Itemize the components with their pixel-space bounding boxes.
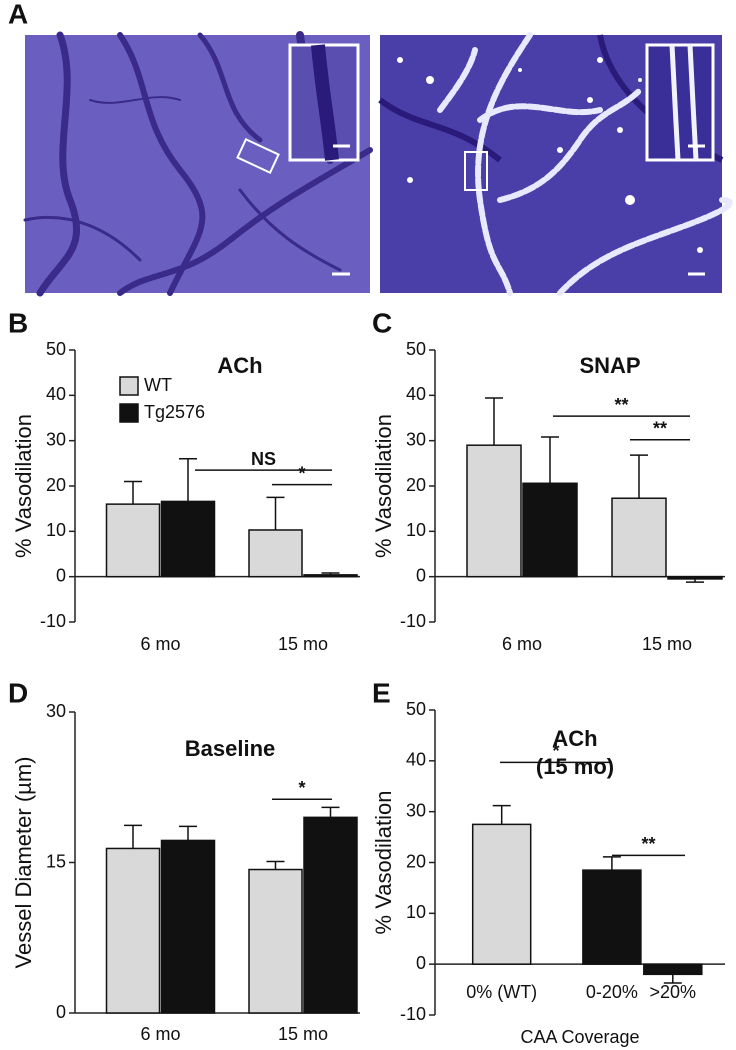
y-tick-label: 0	[56, 1002, 66, 1022]
legend-label: Tg2576	[144, 402, 205, 422]
y-tick-label: 0	[416, 953, 426, 973]
y-tick-label: 50	[406, 699, 426, 719]
significance-label: *	[298, 463, 305, 483]
y-tick-label: 30	[406, 429, 426, 449]
bar	[160, 500, 216, 578]
panel-label: C	[372, 307, 392, 338]
x-tick-label: 15 mo	[278, 1024, 328, 1044]
y-tick-label: 40	[406, 750, 426, 770]
x-tick-label: 6 mo	[140, 634, 180, 654]
bar	[466, 444, 522, 578]
y-axis-label: % Vasodilation	[371, 791, 396, 935]
bar	[105, 503, 161, 578]
x-tick-label: 0-20%	[586, 982, 638, 1002]
micrograph-wt	[23, 31, 373, 297]
bar	[643, 963, 703, 976]
y-tick-label: 40	[406, 384, 426, 404]
y-tick-label: -10	[40, 611, 66, 631]
y-axis-label: % Vasodilation	[11, 414, 36, 558]
y-axis-label: Vessel Diameter (µm)	[11, 757, 36, 969]
chart-subtitle: (15 mo)	[536, 754, 614, 779]
bar	[582, 869, 642, 965]
legend-swatch	[119, 403, 139, 423]
x-tick-label: 6 mo	[502, 634, 542, 654]
x-tick-label: 0% (WT)	[466, 982, 537, 1002]
panel-label: D	[8, 677, 28, 708]
chart-title: SNAP	[579, 353, 640, 378]
y-tick-label: 30	[46, 429, 66, 449]
y-tick-label: 40	[46, 384, 66, 404]
bar	[471, 823, 532, 965]
significance-label: **	[653, 419, 667, 439]
y-tick-label: 50	[406, 339, 426, 359]
y-tick-label: 20	[406, 475, 426, 495]
chart-title: ACh	[217, 353, 262, 378]
significance-label: NS	[251, 449, 276, 469]
panel-label: E	[372, 677, 391, 708]
panel-label: B	[8, 307, 28, 338]
y-tick-label: 30	[46, 701, 66, 721]
y-axis-label: % Vasodilation	[371, 414, 396, 558]
bar	[303, 574, 358, 578]
y-tick-label: -10	[400, 1004, 426, 1024]
y-tick-label: 50	[46, 339, 66, 359]
y-tick-label: 10	[406, 520, 426, 540]
bar	[611, 497, 667, 578]
legend-label: WT	[144, 375, 172, 395]
significance-label: **	[614, 395, 628, 415]
bar	[248, 868, 303, 1014]
bar	[303, 816, 358, 1014]
y-tick-label: 20	[406, 851, 426, 871]
bar	[248, 529, 303, 578]
y-tick-label: 10	[46, 520, 66, 540]
chart-title: Baseline	[185, 736, 276, 761]
y-tick-label: 20	[46, 475, 66, 495]
significance-label: *	[298, 778, 305, 798]
micrograph-tg	[378, 32, 733, 296]
significance-label: *	[552, 741, 559, 761]
legend-swatch	[119, 376, 139, 396]
significance-label: **	[641, 834, 655, 854]
panel-label: A	[8, 0, 28, 29]
x-tick-label: 6 mo	[140, 1024, 180, 1044]
y-tick-label: 0	[416, 565, 426, 585]
x-tick-label: 15 mo	[642, 634, 692, 654]
bar	[160, 839, 216, 1014]
x-tick-label: 15 mo	[278, 634, 328, 654]
x-tick-label: >20%	[650, 982, 697, 1002]
x-axis-label: CAA Coverage	[520, 1027, 639, 1047]
bar	[522, 482, 578, 578]
y-tick-label: 10	[406, 902, 426, 922]
bar	[105, 847, 161, 1014]
y-tick-label: 30	[406, 800, 426, 820]
y-tick-label: -10	[400, 611, 426, 631]
bar	[667, 575, 723, 580]
y-tick-label: 15	[46, 851, 66, 871]
y-tick-label: 0	[56, 565, 66, 585]
chart-title: ACh	[552, 726, 597, 751]
